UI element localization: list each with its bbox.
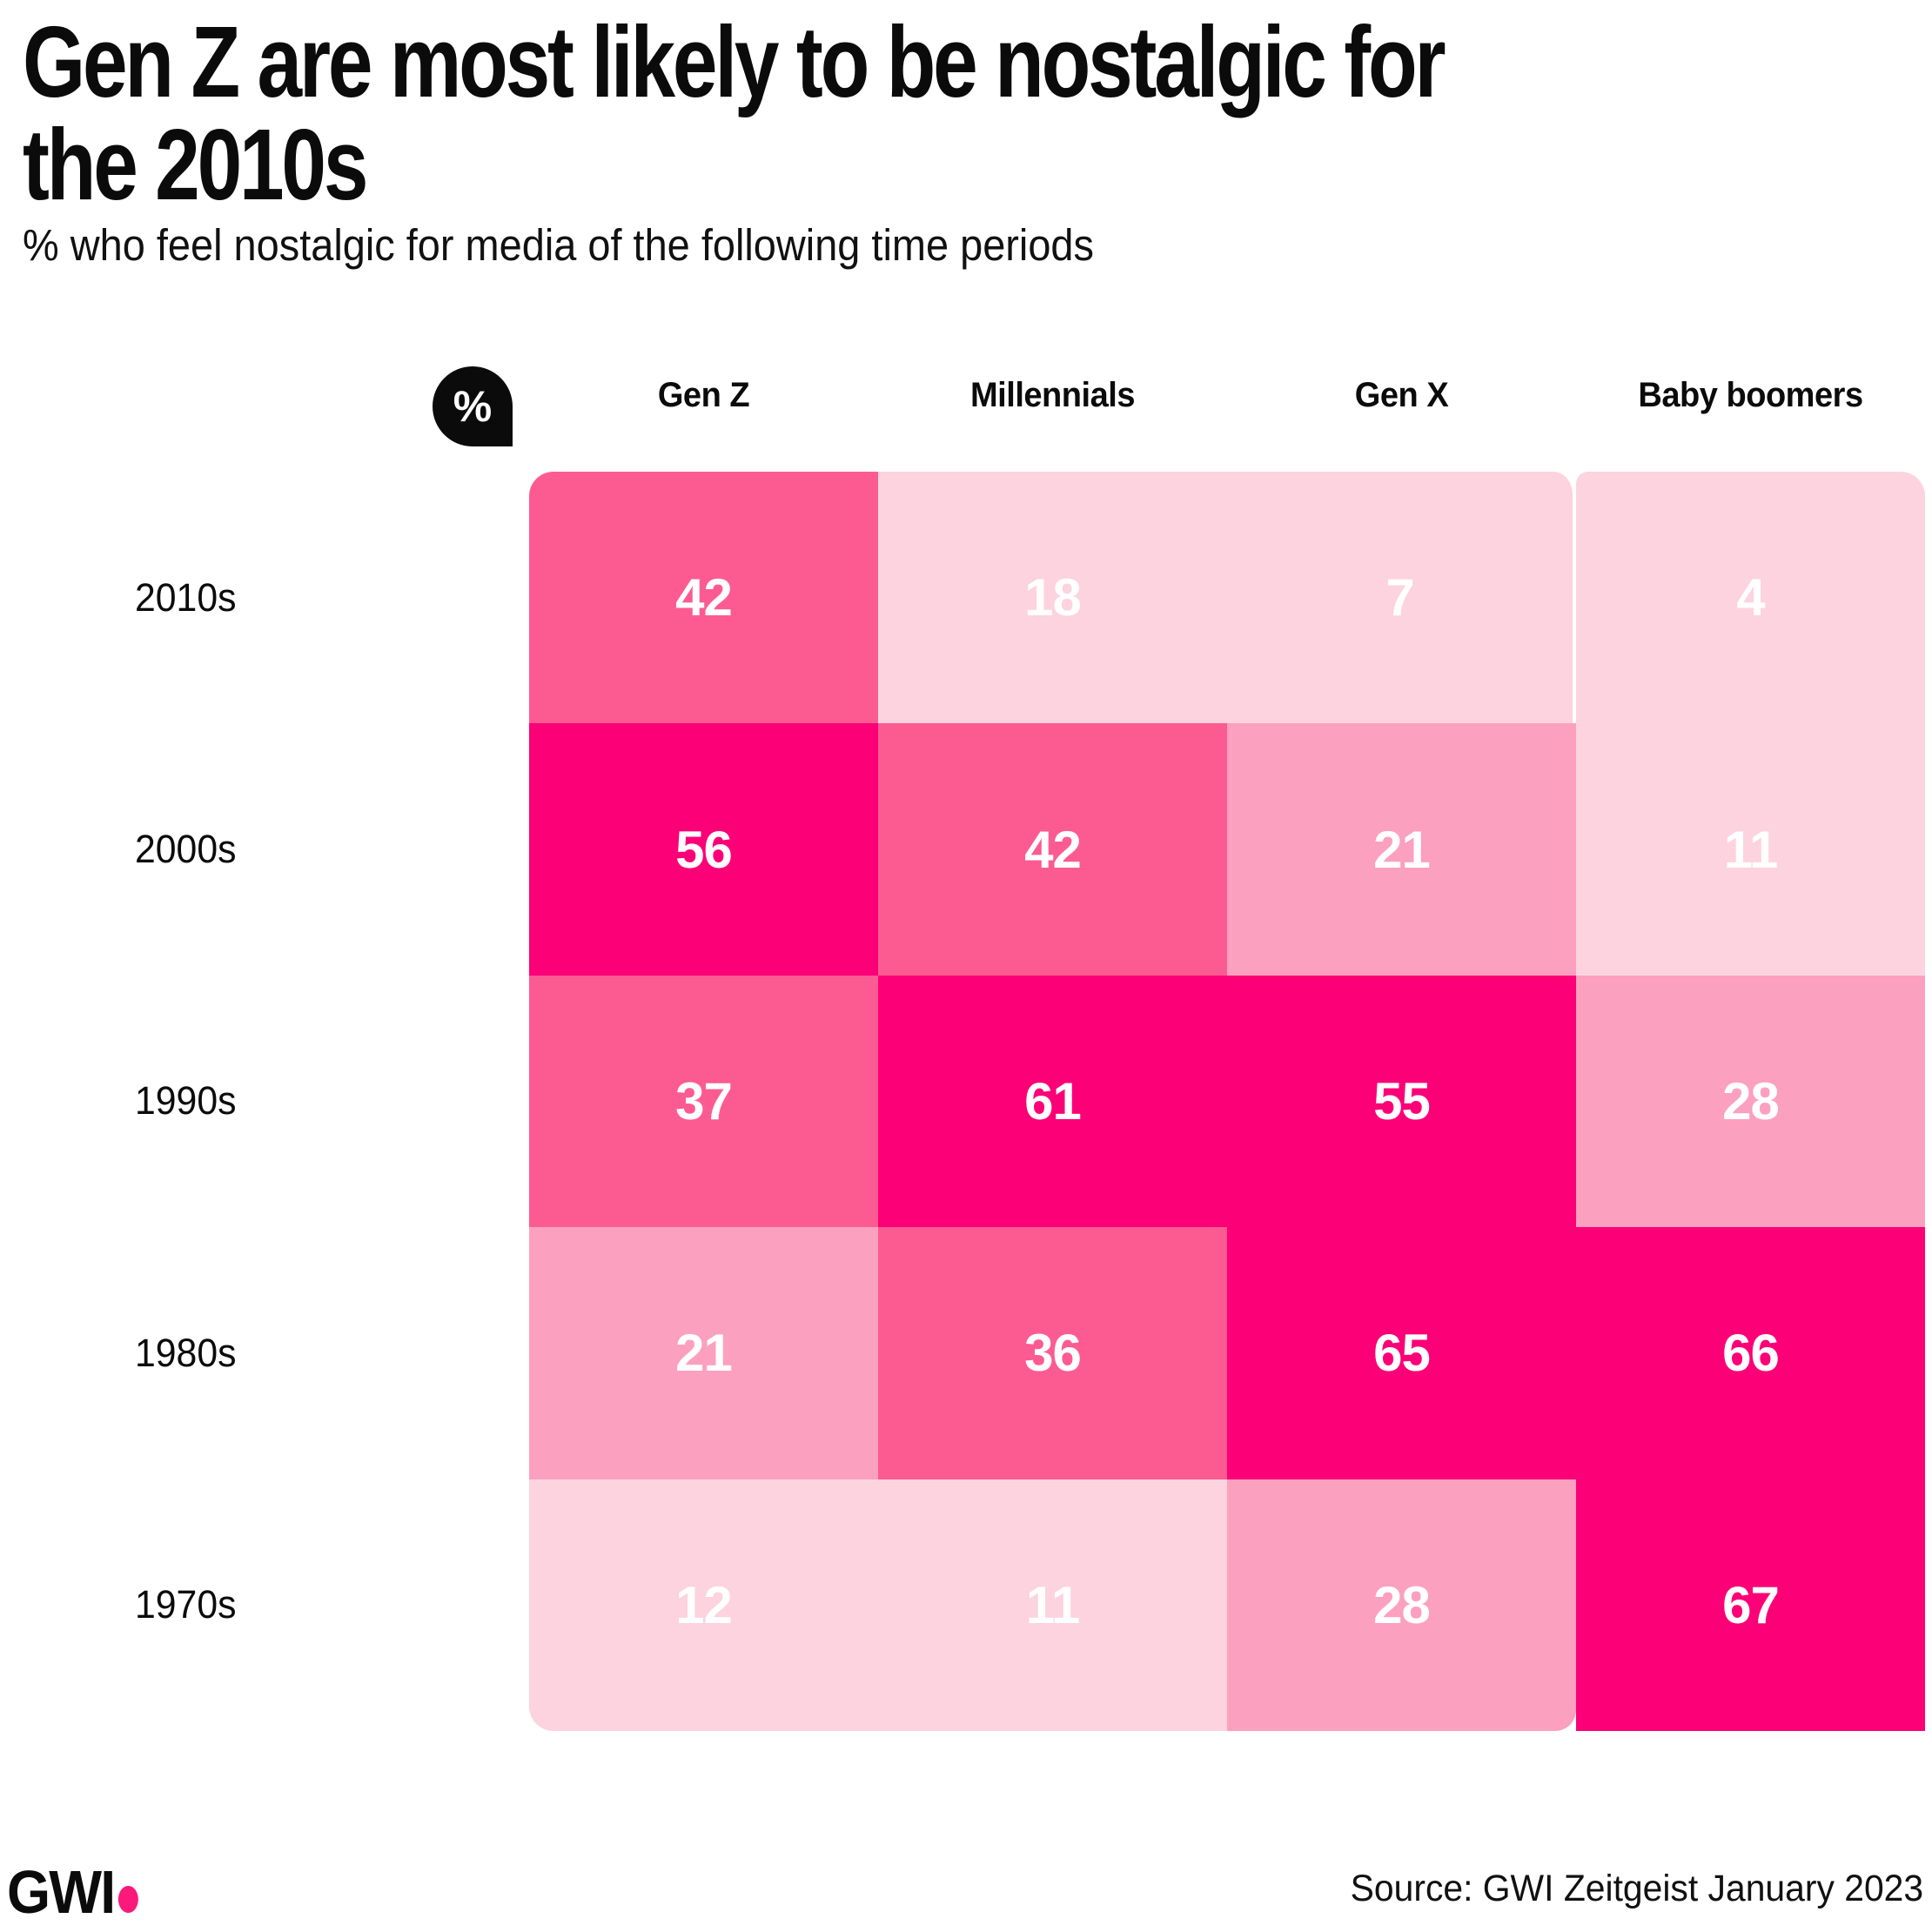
heatmap-cell-1970s-gen-z: 12 bbox=[529, 1479, 878, 1731]
gwi-logo: GWI bbox=[7, 1857, 138, 1927]
column-headers: Gen Z Millennials Gen X Baby boomers bbox=[529, 369, 1925, 421]
heatmap-cell-2000s-gen-z: 56 bbox=[529, 723, 878, 976]
heatmap-cell-2010s-baby-boomers: 4 bbox=[1576, 472, 1925, 724]
chart-title-line-2: the 2010s bbox=[23, 108, 368, 222]
heatmap-cell-1980s-baby-boomers: 66 bbox=[1576, 1227, 1925, 1479]
heatmap-cell-1970s-baby-boomers: 67 bbox=[1576, 1479, 1925, 1731]
percent-badge-icon: % bbox=[433, 366, 513, 446]
row-label-1990s: 1990s bbox=[135, 1078, 237, 1124]
percent-badge-label: % bbox=[453, 382, 493, 431]
heatmap-cell-1980s-millennials: 36 bbox=[878, 1227, 1227, 1479]
column-header-millennials: Millennials bbox=[969, 375, 1136, 414]
heatmap-cell-2000s-millennials: 42 bbox=[878, 723, 1227, 976]
heatmap-cell-2010s-gen-x: 7 bbox=[1227, 472, 1576, 724]
heatmap-grid: 42 18 7 4 56 42 21 11 37 61 55 28 21 36 65 66 12 11 28 67 bbox=[529, 472, 1925, 1731]
heatmap-cell-1990s-gen-z: 37 bbox=[529, 975, 878, 1228]
heatmap-cell-1980s-gen-z: 21 bbox=[529, 1227, 878, 1479]
source-note: Source: GWI Zeitgeist January 2023 bbox=[1350, 1868, 1923, 1909]
chart-subtitle: % who feel nostalgic for media of the fo… bbox=[23, 220, 1094, 270]
heatmap-cell-2010s-gen-z: 42 bbox=[529, 472, 878, 724]
heatmap-cell-2000s-baby-boomers: 11 bbox=[1576, 723, 1925, 976]
heatmap-cell-1990s-gen-x: 55 bbox=[1227, 975, 1576, 1228]
chart-title-line-1: Gen Z are most likely to be nostalgic fo… bbox=[23, 5, 1446, 118]
heatmap-cell-2000s-gen-x: 21 bbox=[1227, 723, 1576, 976]
heatmap-cell-1990s-millennials: 61 bbox=[878, 975, 1227, 1228]
row-label-2010s: 2010s bbox=[135, 574, 237, 620]
heatmap-cell-1990s-baby-boomers: 28 bbox=[1576, 975, 1925, 1228]
row-label-1980s: 1980s bbox=[135, 1330, 237, 1375]
heatmap-cell-1970s-millennials: 11 bbox=[878, 1479, 1227, 1731]
heatmap-cell-1970s-gen-x: 28 bbox=[1227, 1479, 1576, 1731]
heatmap-cell-1980s-gen-x: 65 bbox=[1227, 1227, 1576, 1479]
row-labels: 2010s 2000s 1990s 1980s 1970s bbox=[135, 472, 396, 1731]
gwi-logo-dot-icon bbox=[117, 1886, 138, 1913]
column-header-gen-z: Gen Z bbox=[657, 375, 750, 414]
heatmap-cell-2010s-millennials: 18 bbox=[878, 472, 1227, 724]
row-label-1970s: 1970s bbox=[135, 1582, 237, 1627]
gwi-logo-text: GWI bbox=[7, 1858, 116, 1926]
column-header-gen-x: Gen X bbox=[1354, 375, 1449, 414]
row-label-2000s: 2000s bbox=[135, 827, 237, 872]
chart-title: Gen Z are most likely to be nostalgic fo… bbox=[23, 5, 1446, 222]
column-header-baby-boomers: Baby boomers bbox=[1638, 375, 1863, 414]
